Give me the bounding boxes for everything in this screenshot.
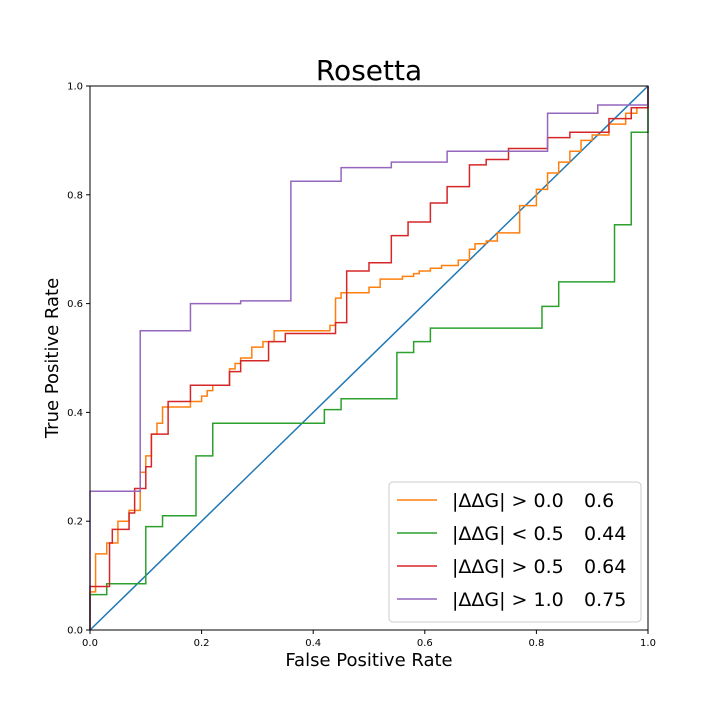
y-tick-label: 0.8 bbox=[67, 190, 83, 201]
y-tick-label: 1.0 bbox=[67, 82, 83, 93]
y-axis-label: True Positive Rate bbox=[42, 278, 63, 439]
series-line-3 bbox=[89, 86, 649, 630]
x-tick-label: 0.4 bbox=[305, 638, 321, 649]
y-tick-label: 0.4 bbox=[67, 408, 83, 419]
legend-box bbox=[388, 481, 642, 623]
legend-entry-label: |ΔΔG| > 0.0 bbox=[452, 490, 564, 512]
legend-entry-label: |ΔΔG| > 1.0 bbox=[452, 589, 564, 611]
x-axis-label: False Positive Rate bbox=[285, 650, 452, 671]
x-axis: 0.0 0.2 0.4 0.6 0.8 1.0 bbox=[82, 630, 656, 649]
legend-entry-label: |ΔΔG| < 0.5 bbox=[452, 523, 564, 545]
legend: |ΔΔG| > 0.0 0.6 |ΔΔG| < 0.5 0.44 |ΔΔG| > 0.5… bbox=[388, 481, 642, 623]
x-tick-label: 0.2 bbox=[194, 638, 210, 649]
y-axis: 0.0 0.2 0.4 0.6 0.8 1.0 bbox=[67, 82, 90, 637]
chart-title: Rosetta bbox=[316, 54, 422, 87]
y-tick-label: 0.2 bbox=[67, 517, 83, 528]
series-line-1 bbox=[89, 86, 649, 630]
y-tick-label: 0.6 bbox=[67, 299, 83, 310]
legend-entry-auc: 0.75 bbox=[584, 589, 626, 611]
series-line-2 bbox=[89, 86, 649, 630]
legend-entry-auc: 0.44 bbox=[584, 523, 626, 545]
x-tick-label: 0.8 bbox=[528, 638, 544, 649]
legend-entry-auc: 0.6 bbox=[584, 490, 614, 512]
series-layer bbox=[89, 85, 649, 631]
x-tick-label: 0.6 bbox=[417, 638, 433, 649]
legend-entry-label: |ΔΔG| > 0.5 bbox=[452, 556, 564, 578]
legend-entry-auc: 0.64 bbox=[584, 556, 626, 578]
x-tick-label: 0.0 bbox=[82, 638, 98, 649]
y-tick-label: 0.0 bbox=[67, 626, 83, 637]
series-line-4 bbox=[89, 85, 649, 631]
x-tick-label: 1.0 bbox=[640, 638, 656, 649]
axes-frame bbox=[89, 85, 649, 631]
